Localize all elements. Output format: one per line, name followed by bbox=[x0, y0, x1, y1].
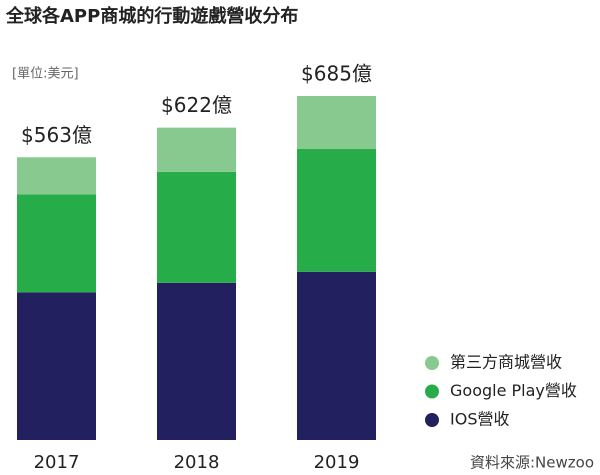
bar-segment bbox=[157, 282, 236, 440]
bar-segment bbox=[297, 271, 376, 440]
x-tick-label: 2019 bbox=[314, 452, 360, 473]
x-tick-label: 2017 bbox=[34, 452, 80, 473]
total-label: $622億 bbox=[161, 93, 232, 117]
legend-swatch bbox=[425, 384, 439, 399]
x-tick-label: 2018 bbox=[174, 452, 220, 473]
bar-segment bbox=[297, 148, 376, 272]
bar-segment bbox=[297, 96, 376, 149]
bar-segment bbox=[157, 171, 236, 283]
legend-label: 第三方商城營收 bbox=[450, 353, 562, 372]
legend-swatch bbox=[425, 356, 439, 370]
total-label: $685億 bbox=[301, 62, 372, 86]
chart-title: 全球各APP商城的行動遊戲營收分布 bbox=[5, 5, 298, 27]
legend-label: Google Play營收 bbox=[450, 381, 577, 400]
legend-label: IOS營收 bbox=[450, 410, 509, 429]
bar-segment bbox=[17, 292, 96, 440]
legend-swatch bbox=[425, 413, 439, 427]
source: 資料來源:Newzoo bbox=[470, 454, 594, 472]
unit-label: [單位:美元] bbox=[12, 67, 79, 82]
bar-segment bbox=[17, 194, 96, 293]
bar-segment bbox=[157, 127, 236, 172]
bar-segment bbox=[17, 157, 96, 195]
total-label: $563億 bbox=[21, 123, 92, 147]
